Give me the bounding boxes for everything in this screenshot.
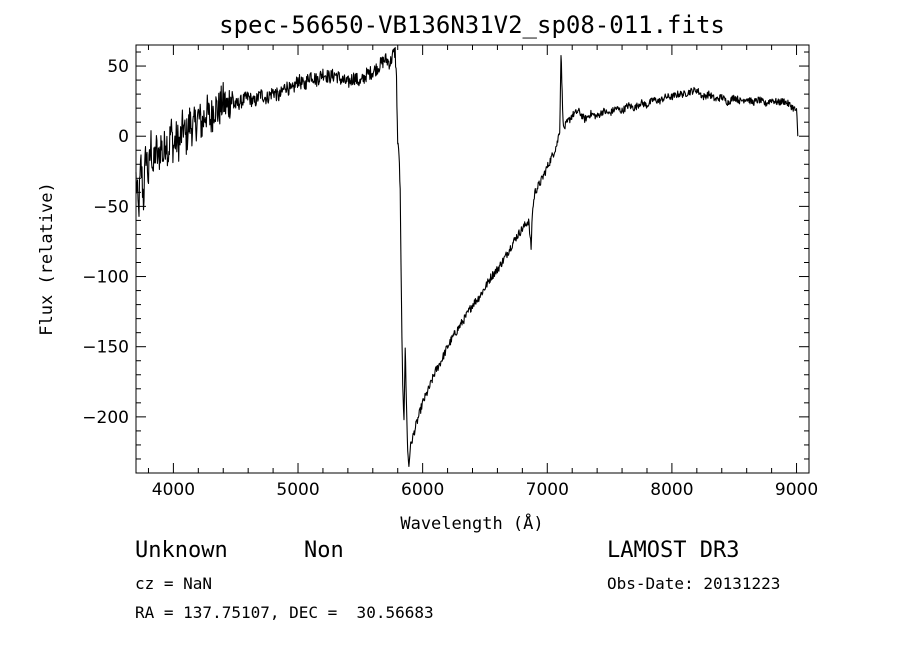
object-subclass: Non	[304, 538, 344, 563]
obs-date-label: Obs-Date: 20131223	[607, 574, 781, 593]
redshift-label: cz = NaN	[135, 574, 213, 593]
x-tick-label: 5000	[276, 480, 319, 500]
y-axis-label: Flux (relative)	[37, 182, 57, 336]
x-tick-label: 7000	[526, 480, 569, 500]
axis-ticks	[136, 45, 809, 473]
chart-title: spec-56650-VB136N31V2_sp08-011.fits	[219, 11, 725, 39]
spectrum-line	[135, 47, 799, 468]
survey-label: LAMOST DR3	[607, 538, 740, 563]
x-axis-label: Wavelength (Å)	[400, 512, 543, 534]
y-tick-label: 50	[107, 57, 129, 77]
object-class: Unknown	[135, 538, 228, 563]
y-tick-label: −200	[82, 408, 129, 428]
y-tick-label: −150	[82, 338, 129, 358]
axis-tick-labels: 4000 5000 6000 7000 8000 9000 50 0 −50 −100 −150 −2…	[82, 57, 818, 500]
x-tick-label: 6000	[401, 480, 444, 500]
plot-frame	[135, 44, 810, 474]
y-tick-label: 0	[118, 127, 129, 147]
x-tick-label: 8000	[650, 480, 693, 500]
x-tick-label: 9000	[775, 480, 818, 500]
coordinates-label: RA = 137.75107, DEC = 30.56683	[135, 603, 434, 622]
y-tick-label: −100	[82, 268, 129, 288]
x-tick-label: 4000	[152, 480, 195, 500]
y-tick-label: −50	[93, 197, 129, 217]
